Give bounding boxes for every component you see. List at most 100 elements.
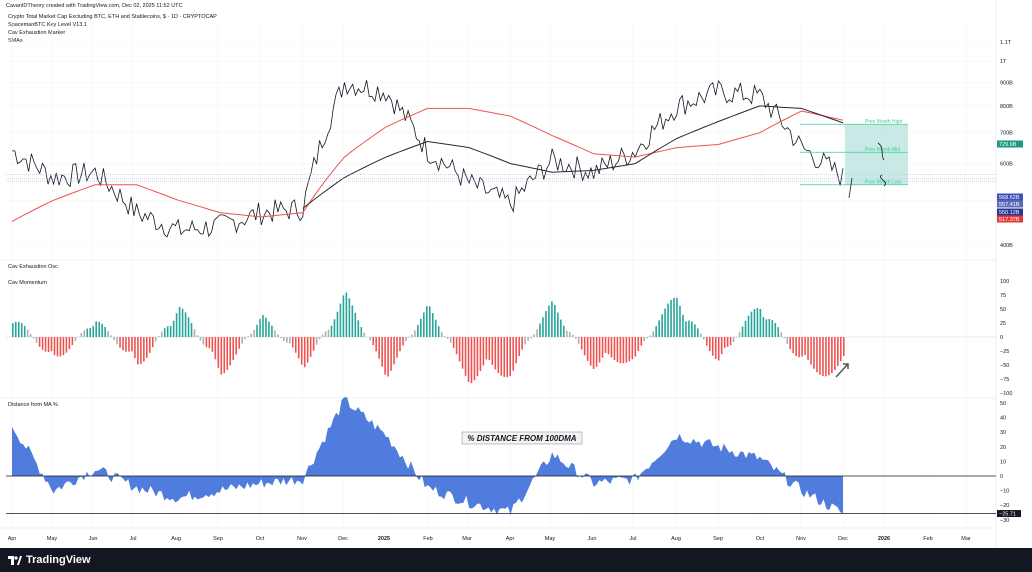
- osc-axis-tick: 25: [1000, 321, 1006, 327]
- momentum-bar: [705, 337, 708, 346]
- momentum-bar: [634, 337, 637, 357]
- osc-title: Cav Exhaustion Osc: [8, 264, 58, 270]
- x-tick-label: Aug: [671, 536, 681, 542]
- x-tick-label: Dec: [338, 536, 348, 542]
- momentum-bar: [500, 337, 503, 376]
- momentum-bar: [423, 312, 425, 337]
- sma-200-line: [11, 107, 844, 222]
- momentum-bar: [107, 330, 109, 337]
- momentum-bar: [786, 337, 789, 344]
- momentum-bar: [682, 314, 684, 337]
- momentum-bar: [488, 337, 491, 360]
- momentum-bar: [747, 315, 750, 337]
- momentum-bar: [214, 337, 217, 360]
- momentum-bar: [473, 337, 476, 381]
- price-axis-tick: 400B: [1000, 243, 1013, 249]
- legend-indicator-exhaustion[interactable]: Cav Exhaustion Marker: [8, 30, 66, 36]
- momentum-bar: [396, 337, 398, 358]
- momentum-bar: [20, 323, 23, 337]
- level-label: Prev Month Mid: [865, 147, 900, 153]
- momentum-bar: [700, 333, 702, 337]
- x-tick-label: Mar: [462, 536, 472, 542]
- momentum-bar: [104, 326, 106, 337]
- momentum-bar: [816, 337, 818, 373]
- momentum-bar: [482, 337, 485, 366]
- osc-axis-tick: 100: [1000, 279, 1009, 285]
- momentum-bar: [56, 337, 59, 357]
- momentum-bar: [756, 308, 759, 337]
- momentum-bar: [768, 318, 771, 337]
- legend-indicator-smas[interactable]: SMAs: [8, 38, 23, 44]
- momentum-bar: [792, 337, 794, 354]
- momentum-bar: [271, 325, 273, 337]
- legend-symbol[interactable]: Crypto Total Market Cap Excluding BTC, E…: [8, 14, 217, 20]
- momentum-bar: [283, 337, 285, 341]
- x-tick-label: Feb: [423, 536, 432, 542]
- momentum-bar: [574, 337, 577, 339]
- momentum-bar: [822, 337, 824, 377]
- x-tick-label: Jun: [89, 536, 98, 542]
- momentum-bar: [253, 329, 255, 337]
- momentum-bar: [461, 337, 464, 369]
- arrow-annotation: [848, 177, 853, 199]
- x-tick-label: Oct: [756, 536, 765, 542]
- momentum-bar: [485, 337, 488, 360]
- momentum-bar: [297, 337, 300, 359]
- momentum-bar: [330, 325, 333, 337]
- x-tick-label: Oct: [256, 536, 265, 542]
- momentum-bar: [807, 337, 809, 360]
- momentum-bar: [476, 337, 479, 377]
- momentum-bar: [306, 337, 309, 363]
- level-label: Prev Month High: [865, 119, 902, 125]
- chart-canvas[interactable]: Prev Month High Prev Month Mid Prev Month …: [0, 0, 1032, 548]
- momentum-bar: [557, 312, 559, 337]
- momentum-bar: [137, 337, 139, 365]
- momentum-bar: [119, 337, 121, 348]
- momentum-bar: [265, 317, 267, 337]
- momentum-bar: [291, 337, 294, 348]
- momentum-bar: [238, 337, 240, 349]
- momentum-bar: [443, 336, 446, 337]
- momentum-bar: [71, 337, 74, 346]
- momentum-bar: [571, 334, 574, 337]
- momentum-bar: [259, 318, 261, 337]
- momentum-bar: [339, 303, 342, 337]
- momentum-bar: [470, 337, 473, 384]
- momentum-bar: [378, 337, 380, 359]
- momentum-bar: [250, 333, 252, 337]
- prev-month-box: [845, 124, 908, 185]
- momentum-bar: [38, 337, 41, 347]
- momentum-bar: [658, 320, 660, 337]
- momentum-bar: [143, 337, 145, 362]
- momentum-bar: [780, 332, 783, 337]
- momentum-bar: [134, 337, 136, 359]
- price-axis-tick: 600B: [1000, 162, 1013, 168]
- momentum-bar: [819, 337, 821, 375]
- momentum-bar: [711, 337, 714, 356]
- x-tick-label: Jul: [129, 536, 136, 542]
- price-axis-tick: 700B: [1000, 131, 1013, 137]
- momentum-bar: [732, 337, 735, 343]
- x-tick-label: Apr: [8, 536, 17, 542]
- momentum-bar: [428, 306, 431, 337]
- momentum-bar: [68, 337, 71, 350]
- legend-indicator-keylevel[interactable]: SpacemanBTC Key Level V13.1: [8, 22, 87, 28]
- momentum-bar: [32, 337, 35, 339]
- momentum-bar: [277, 334, 279, 337]
- x-tick-label: Sep: [713, 536, 723, 542]
- momentum-bar: [801, 337, 803, 357]
- momentum-bar: [65, 337, 68, 353]
- momentum-bar: [524, 337, 526, 345]
- momentum-bar: [616, 337, 619, 363]
- momentum-bar: [35, 337, 38, 343]
- momentum-bar: [527, 337, 529, 341]
- momentum-bar: [828, 337, 830, 376]
- distance-panel: % DISTANCE FROM 100DMA: [6, 397, 996, 515]
- momentum-bar: [387, 337, 389, 377]
- momentum-bar: [166, 326, 169, 337]
- momentum-bar: [568, 332, 571, 337]
- dist-axis-tick: −30: [1000, 518, 1009, 524]
- momentum-bar: [503, 337, 506, 377]
- tradingview-logo[interactable]: TradingView: [8, 554, 91, 566]
- x-tick-label: Feb: [923, 536, 932, 542]
